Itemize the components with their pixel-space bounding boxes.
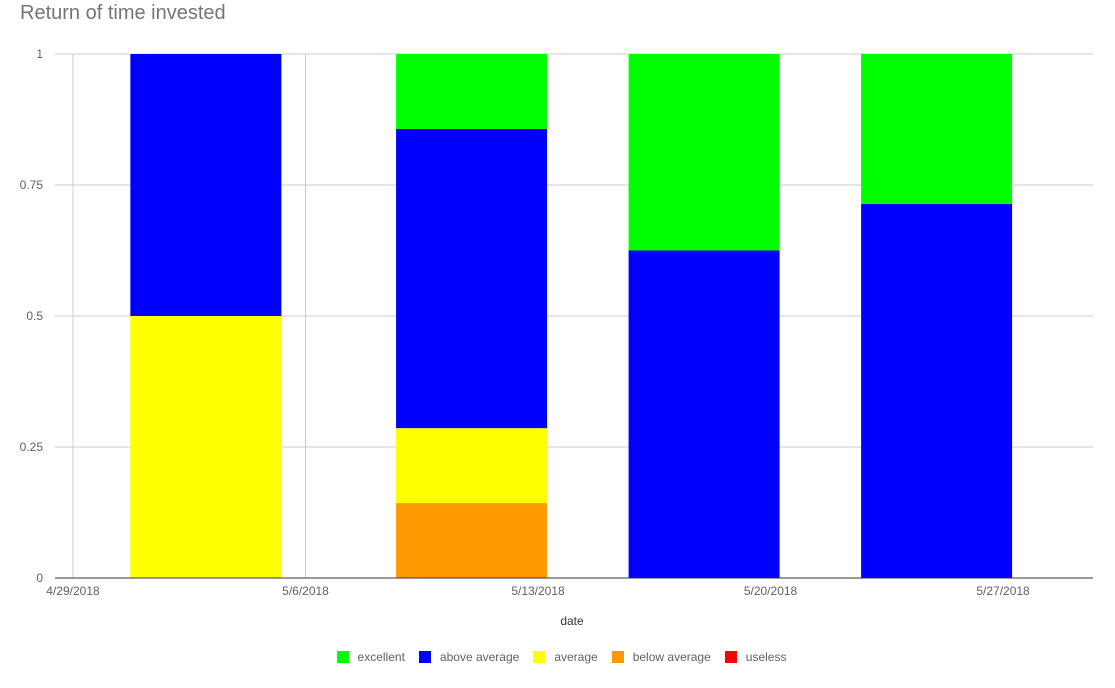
bar-segment-above-average: [628, 250, 780, 578]
legend-label: useless: [745, 650, 787, 664]
bar-segment-excellent: [861, 54, 1013, 204]
y-tick-label: 0.75: [20, 178, 44, 192]
legend-item: below average: [611, 650, 711, 664]
bar-segment-average: [130, 316, 282, 578]
x-axis-title: date: [560, 614, 584, 628]
chart-title: Return of time invested: [20, 2, 226, 24]
legend-item: average: [533, 650, 598, 664]
legend-item: useless: [724, 650, 787, 664]
x-tick-label: 5/6/2018: [282, 584, 329, 598]
bar-segment-above-average: [396, 128, 548, 429]
legend-swatch: [533, 651, 546, 663]
bar-segment-average: [396, 428, 548, 504]
legend-label: average: [554, 650, 598, 664]
y-tick-label: 0.5: [26, 309, 43, 323]
y-tick-label: 0.25: [20, 440, 44, 454]
legend-swatch: [336, 651, 349, 663]
legend-swatch: [418, 651, 431, 663]
x-tick-label: 5/13/2018: [511, 584, 565, 598]
legend: excellent above average average below avera…: [0, 650, 1115, 664]
bar-segment-above-average: [130, 54, 282, 316]
legend-item: excellent: [336, 650, 405, 664]
bar-segment-excellent: [628, 54, 780, 251]
bar-segment-above-average: [861, 203, 1013, 578]
legend-label: excellent: [357, 650, 405, 664]
x-tick-label: 5/27/2018: [976, 584, 1030, 598]
legend-label: above average: [439, 650, 520, 664]
x-tick-label: 4/29/2018: [46, 584, 100, 598]
x-tick-label: 5/20/2018: [744, 584, 798, 598]
legend-label: below average: [632, 650, 711, 664]
y-tick-label: 0: [36, 571, 43, 585]
legend-swatch: [724, 651, 737, 663]
y-tick-label: 1: [36, 47, 43, 61]
legend-item: above average: [418, 650, 520, 664]
bar-segment-excellent: [396, 54, 548, 129]
legend-swatch: [611, 651, 624, 663]
bar-segment-below-average: [396, 503, 548, 578]
